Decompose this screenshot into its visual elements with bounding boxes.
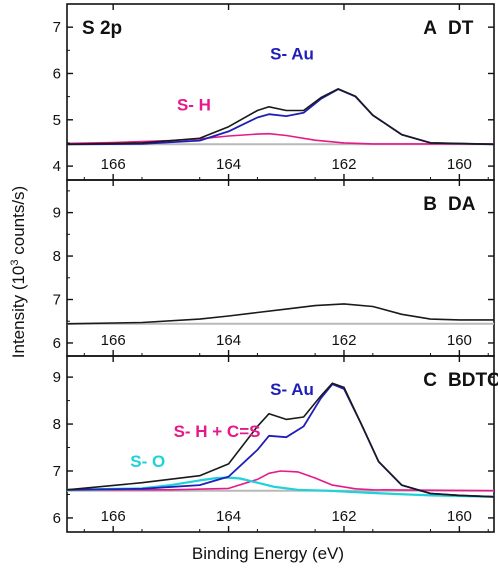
y-tick-label: 6 xyxy=(53,65,61,82)
series-line-envelope xyxy=(66,88,495,146)
panel-letter: B xyxy=(423,194,437,215)
peak-annotation: S- H xyxy=(177,96,211,115)
series-line-envelope xyxy=(66,303,494,325)
x-tick-label: 162 xyxy=(331,156,356,173)
x-tick-label: 166 xyxy=(101,508,126,525)
y-tick-label: 4 xyxy=(53,158,61,175)
peak-annotation: S- Au xyxy=(270,45,314,64)
x-axis-title: Binding Energy (eV) xyxy=(192,544,344,563)
x-tick-label: 160 xyxy=(447,508,472,525)
y-tick-label: 7 xyxy=(53,19,61,36)
panel-c-bdtc: 6 7 8 9 166 164 162 160 C BDTC S- Au S- H + C=S S- O xyxy=(53,355,498,533)
series-line-s-o xyxy=(66,476,495,498)
y-tick-label: 9 xyxy=(53,205,61,222)
x-tick-label: 162 xyxy=(331,508,356,525)
sample-name: DT xyxy=(448,18,474,39)
y-tick-label: 6 xyxy=(53,510,61,527)
panel-letter: A xyxy=(423,18,437,39)
peak-annotation: S- O xyxy=(130,452,165,471)
y-tick-label: 6 xyxy=(53,335,61,352)
x-tick-label: 160 xyxy=(447,156,472,173)
y-tick-label: 8 xyxy=(53,248,61,265)
series-line-s-h xyxy=(67,470,495,492)
x-tick-label: 166 xyxy=(101,156,126,173)
panel-a-dt: 4 5 6 7 166 164 162 160 A DT S 2p S- Au S- H xyxy=(53,3,495,181)
x-tick-label: 164 xyxy=(216,508,241,525)
sample-name: BDTC xyxy=(448,370,498,391)
y-tick-label: 7 xyxy=(53,463,61,480)
x-tick-label: 164 xyxy=(216,332,241,349)
series-line-s-au xyxy=(66,88,495,146)
x-tick-label: 166 xyxy=(101,332,126,349)
plot-frame xyxy=(66,355,495,533)
panel-b-da: 6 7 8 9 166 164 162 160 B DA xyxy=(53,179,495,357)
x-tick-label: 160 xyxy=(447,332,472,349)
x-tick-label: 162 xyxy=(331,332,356,349)
y-tick-label: 5 xyxy=(53,112,61,129)
spectrum-region-label: S 2p xyxy=(82,18,122,39)
y-tick-label: 9 xyxy=(53,369,61,386)
y-tick-label: 8 xyxy=(53,416,61,433)
y-axis-title: Intensity (103 counts/s) xyxy=(9,186,28,358)
peak-annotation: S- Au xyxy=(270,380,314,399)
x-tick-label: 164 xyxy=(216,156,241,173)
series-line-s-au xyxy=(66,383,495,498)
panel-letter: C xyxy=(423,370,437,391)
y-tick-label: 7 xyxy=(53,292,61,309)
peak-annotation: S- H + C=S xyxy=(174,422,261,441)
sample-name: DA xyxy=(448,194,476,215)
series-line-envelope xyxy=(66,382,495,498)
